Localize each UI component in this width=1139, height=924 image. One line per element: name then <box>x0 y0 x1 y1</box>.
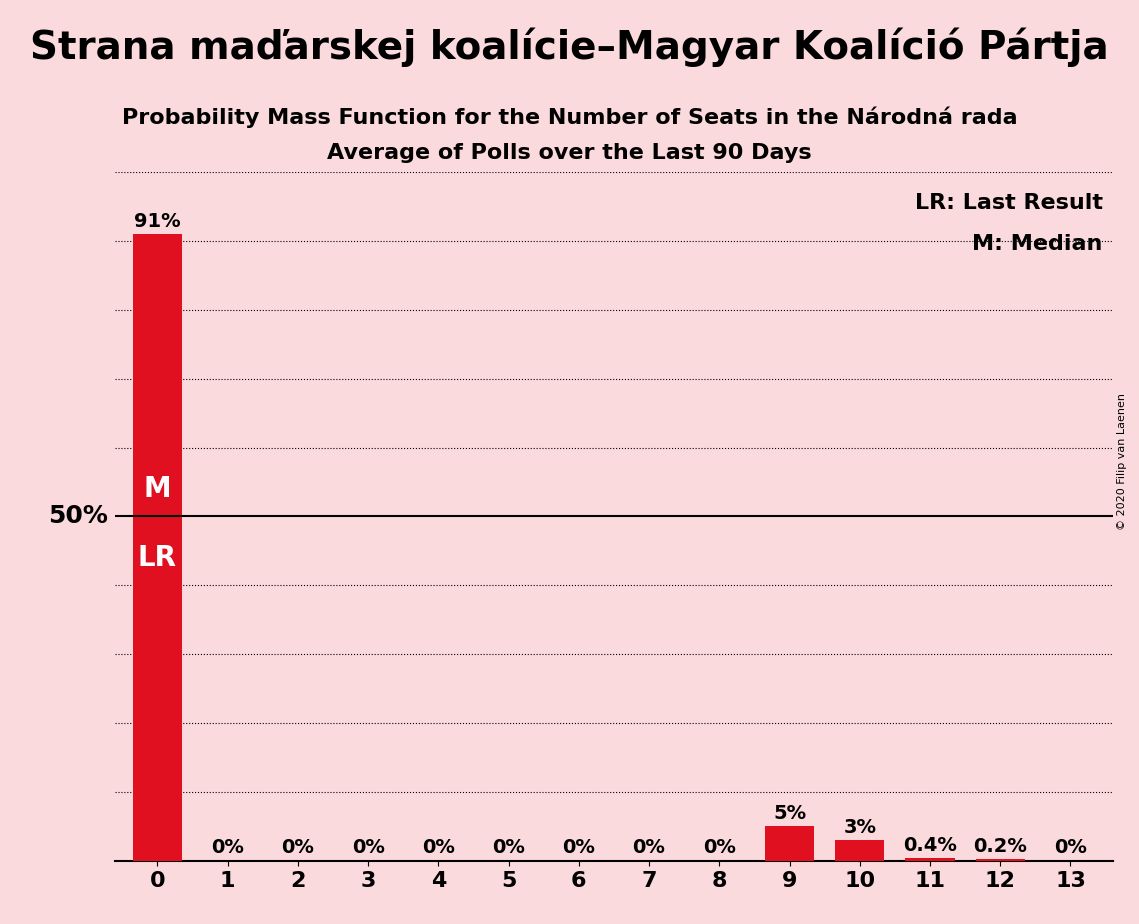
Bar <box>835 840 884 861</box>
Text: LR: LR <box>138 544 177 572</box>
Text: 3%: 3% <box>843 818 876 837</box>
Text: 50%: 50% <box>48 505 108 529</box>
Text: 0.4%: 0.4% <box>903 835 957 855</box>
Text: © 2020 Filip van Laenen: © 2020 Filip van Laenen <box>1117 394 1126 530</box>
Text: M: M <box>144 475 171 503</box>
Bar <box>906 858 954 861</box>
Text: 0%: 0% <box>421 838 454 857</box>
Text: Probability Mass Function for the Number of Seats in the Národná rada: Probability Mass Function for the Number… <box>122 106 1017 128</box>
Text: Average of Polls over the Last 90 Days: Average of Polls over the Last 90 Days <box>327 143 812 164</box>
Text: 0%: 0% <box>492 838 525 857</box>
Text: 0%: 0% <box>703 838 736 857</box>
Bar <box>765 826 814 861</box>
Text: M: Median: M: Median <box>973 234 1103 254</box>
Text: 0%: 0% <box>352 838 385 857</box>
Text: 0%: 0% <box>632 838 665 857</box>
Text: 91%: 91% <box>134 212 181 231</box>
Text: 0%: 0% <box>281 838 314 857</box>
Text: Strana maďarskej koalície–Magyar Koalíció Pártja: Strana maďarskej koalície–Magyar Koalíci… <box>31 28 1108 67</box>
Text: LR: Last Result: LR: Last Result <box>915 193 1103 213</box>
Text: 0%: 0% <box>211 838 244 857</box>
Text: 0.2%: 0.2% <box>974 837 1027 856</box>
Text: 0%: 0% <box>563 838 596 857</box>
Text: 0%: 0% <box>1054 838 1087 857</box>
Bar <box>133 234 182 861</box>
Text: 5%: 5% <box>773 804 806 823</box>
Bar <box>976 859 1025 861</box>
